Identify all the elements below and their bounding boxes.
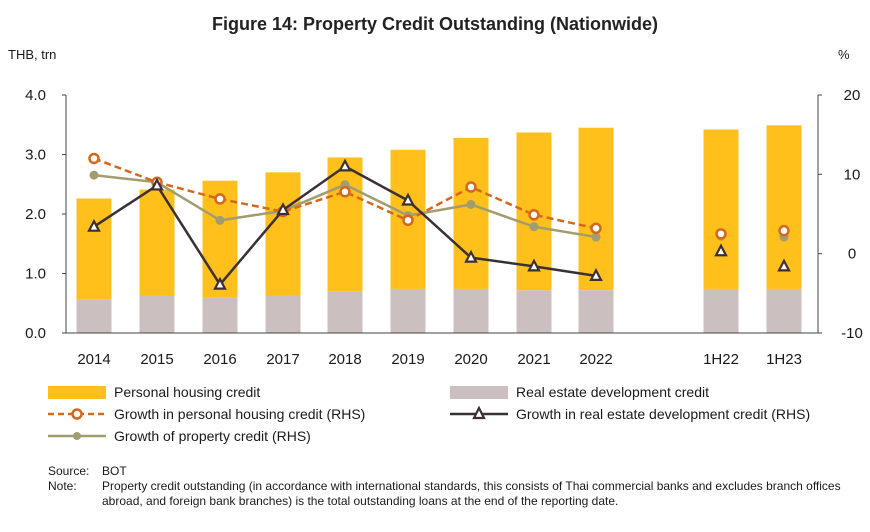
point-growth-real-estate-2018 <box>338 158 352 172</box>
point-growth-real-estate-1H23 <box>777 258 791 272</box>
bar-real-estate-dev-2021 <box>516 290 552 333</box>
right-tick-label: 10 <box>844 166 861 183</box>
chart-title: Figure 14: Property Credit Outstanding (… <box>211 14 659 34</box>
x-tick-label: 2021 <box>517 351 550 368</box>
point-growth-personal-2019 <box>402 214 414 227</box>
notes-block: Source: BOT Note: Property credit outsta… <box>48 464 848 509</box>
bar-personal-housing-2017 <box>265 172 301 296</box>
point-growth-real-estate-2021 <box>527 258 541 272</box>
left-axis-label: THB, trn <box>8 47 57 62</box>
left-tick-label: 4.0 <box>25 87 46 104</box>
point-growth-personal-2016 <box>214 193 226 205</box>
point-growth-personal-1H23 <box>778 224 790 237</box>
point-growth-personal-2022 <box>590 222 602 235</box>
property-credit-chart: 0.0 1.0 2.0 3.0 4.0 -10 0 10 20 2014 2015 2016 2017 2… <box>25 87 863 368</box>
point-growth-property-2020 <box>466 199 476 209</box>
point-growth-property-2022 <box>591 232 601 242</box>
x-tick-label: 2014 <box>77 351 110 368</box>
tick-layer: 0.0 1.0 2.0 3.0 4.0 -10 0 10 20 2014 2015 2016 2017 2… <box>25 87 863 368</box>
point-growth-property-2016 <box>215 215 225 225</box>
source-label: Source: <box>48 464 90 478</box>
bar-real-estate-dev-2022 <box>578 290 614 333</box>
bar-real-estate-dev-1H22 <box>703 288 739 333</box>
right-tick-label: 0 <box>848 246 856 263</box>
x-tick-label: 2020 <box>454 351 487 368</box>
right-axis-label: % <box>838 47 850 62</box>
point-growth-personal-2018 <box>339 186 351 198</box>
x-tick-label: 2022 <box>579 351 612 368</box>
bar-real-estate-dev-2016 <box>202 297 238 333</box>
point-growth-real-estate-2019 <box>401 192 415 206</box>
bar-real-estate-dev-2018 <box>327 291 363 333</box>
bar-personal-housing-2020 <box>453 137 489 289</box>
line-layer <box>87 152 791 290</box>
x-tick-label: 2018 <box>328 351 361 368</box>
left-tick-label: 2.0 <box>25 206 46 223</box>
note-label: Note: <box>48 479 77 493</box>
note-value: Property credit outstanding (in accordan… <box>102 479 841 508</box>
point-growth-personal-2020 <box>465 181 477 193</box>
point-growth-property-2014 <box>89 170 99 180</box>
x-tick-label: 1H22 <box>703 351 739 368</box>
point-growth-real-estate-2022 <box>589 268 603 281</box>
x-tick-label: 2016 <box>203 351 236 368</box>
right-tick-label: 20 <box>844 87 861 104</box>
note-row: Note: Property credit outstanding (in ac… <box>48 479 848 509</box>
point-growth-real-estate-1H22 <box>714 243 728 257</box>
source-value: BOT <box>102 464 127 478</box>
bar-personal-housing-2018 <box>327 157 363 292</box>
point-growth-real-estate-2014 <box>87 218 101 232</box>
source-row: Source: BOT <box>48 464 848 479</box>
point-growth-real-estate-2015 <box>150 177 164 191</box>
point-growth-personal-1H22 <box>715 228 727 240</box>
line-growth-personal <box>93 157 597 230</box>
x-tick-label: 1H23 <box>766 351 802 368</box>
left-tick-label: 3.0 <box>25 147 46 164</box>
bar-real-estate-dev-2019 <box>390 288 426 333</box>
point-growth-real-estate-2016 <box>213 276 227 290</box>
bar-real-estate-dev-2014 <box>76 299 112 333</box>
x-tick-label: 2015 <box>140 351 173 368</box>
bar-personal-housing-1H22 <box>703 129 739 289</box>
x-tick-label: 2019 <box>391 351 424 368</box>
point-growth-real-estate-2017 <box>276 202 290 216</box>
bar-personal-housing-2022 <box>578 127 614 291</box>
left-tick-label: 0.0 <box>25 325 46 342</box>
bar-real-estate-dev-2017 <box>265 295 301 333</box>
point-growth-personal-2021 <box>528 209 540 221</box>
bar-real-estate-dev-1H23 <box>766 288 802 333</box>
x-tick-label: 2017 <box>266 351 299 368</box>
bar-real-estate-dev-2020 <box>453 288 489 333</box>
right-tick-label: -10 <box>841 325 863 342</box>
bar-real-estate-dev-2015 <box>139 295 175 333</box>
point-growth-property-2021 <box>529 222 539 232</box>
point-growth-real-estate-2020 <box>464 249 478 263</box>
left-tick-label: 1.0 <box>25 266 46 283</box>
point-growth-personal-2014 <box>88 152 100 165</box>
axis-layer <box>62 94 822 334</box>
bar-personal-housing-2014 <box>76 198 112 300</box>
bar-personal-housing-2015 <box>139 189 175 296</box>
